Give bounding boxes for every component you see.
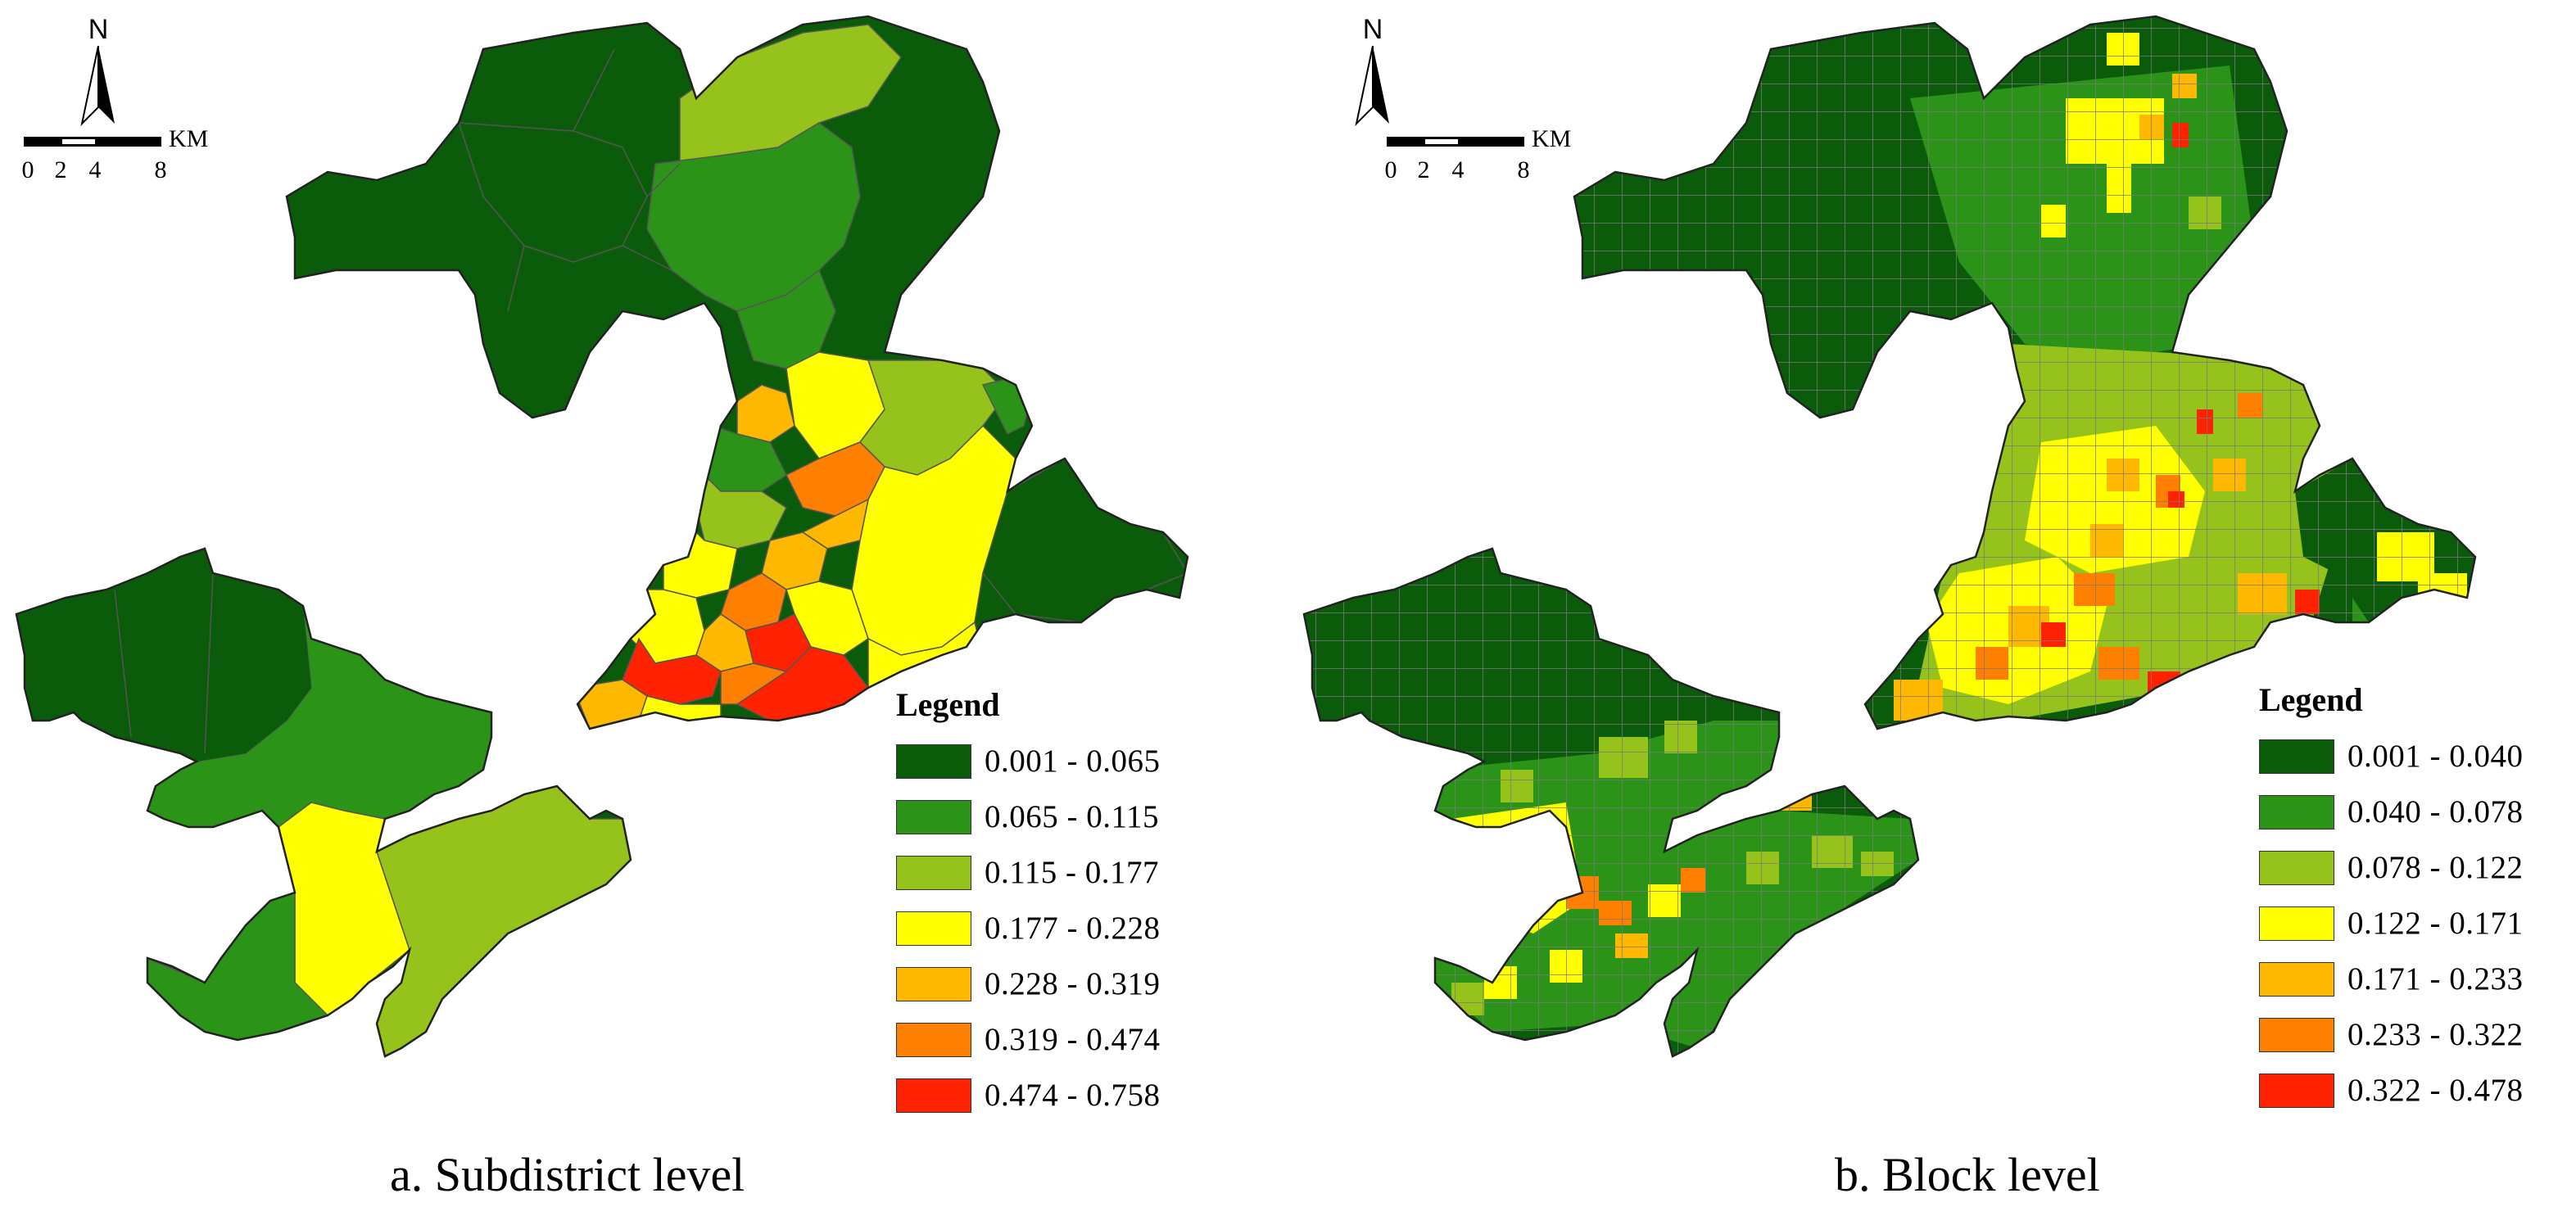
legend-title: Legend (896, 686, 1000, 723)
legend-item: 0.115 - 0.177 (896, 845, 1161, 901)
map-panel-block: N KM 0 2 4 8 Legend 0.001 - 0.040 0.040 … (1288, 0, 2575, 1225)
legend-swatch (896, 967, 971, 1001)
legend-label: 0.040 - 0.078 (2347, 794, 2524, 829)
legend-item: 0.078 - 0.122 (2259, 840, 2524, 896)
legend-swatch (2259, 1074, 2334, 1108)
north-arrow: N (1348, 15, 1397, 129)
scale-unit: KM (1532, 125, 1572, 152)
legend-swatch (896, 911, 971, 946)
choropleth-map-subdistrict (15, 15, 1189, 1058)
legend-item: 0.001 - 0.065 (896, 734, 1161, 789)
legend-label: 0.065 - 0.115 (985, 799, 1160, 834)
legend-swatch (2259, 906, 2334, 941)
scale-tick: 2 (54, 156, 67, 183)
scale-tick: 0 (21, 156, 34, 183)
scale-bar-icon (1387, 137, 1524, 147)
legend-swatch (2259, 851, 2334, 885)
map-caption: a. Subdistrict level (390, 1148, 745, 1201)
legend-swatch (2259, 1018, 2334, 1052)
north-arrow-icon (1355, 46, 1389, 127)
legend-swatch (2259, 739, 2334, 774)
legend-label: 0.115 - 0.177 (985, 855, 1160, 890)
legend-label: 0.319 - 0.474 (985, 1022, 1161, 1057)
scale-tick: 4 (88, 156, 102, 183)
scale-bar-icon (24, 137, 161, 147)
legend-label: 0.233 - 0.322 (2347, 1017, 2524, 1052)
legend-swatch (896, 1078, 971, 1113)
legend-item: 0.177 - 0.228 (896, 901, 1161, 956)
legend-swatch (896, 744, 971, 779)
scale-unit: KM (169, 125, 209, 152)
scale-tick: 4 (1451, 156, 1465, 183)
legend-swatch (896, 856, 971, 890)
legend-swatch (2259, 795, 2334, 829)
north-label: N (88, 14, 109, 45)
legend-label: 0.228 - 0.319 (985, 966, 1161, 1001)
map-panel-subdistrict: N KM 0 2 4 8 Legend 0.001 - 0.065 0.065 … (15, 15, 1189, 1201)
legend-swatch (896, 800, 971, 834)
north-label: N (1362, 14, 1383, 45)
scale-tick: 2 (1417, 156, 1430, 183)
legend-label: 0.078 - 0.122 (2347, 850, 2524, 885)
legend-item: 0.001 - 0.040 (2259, 729, 2524, 784)
choropleth-map-block (1302, 15, 2477, 1058)
legend-label: 0.001 - 0.065 (985, 744, 1161, 779)
scale-tick: 0 (1384, 156, 1397, 183)
scale-bar: KM 0 2 4 8 (1384, 125, 1599, 184)
legend-item: 0.065 - 0.115 (896, 789, 1161, 845)
scale-bar: KM 0 2 4 8 (21, 125, 236, 184)
legend-item: 0.122 - 0.171 (2259, 896, 2524, 952)
legend-item: 0.228 - 0.319 (896, 956, 1161, 1012)
legend-item: 0.233 - 0.322 (2259, 1007, 2524, 1063)
north-arrow-icon (80, 46, 115, 127)
legend: Legend 0.001 - 0.065 0.065 - 0.115 0.115… (896, 686, 1161, 1123)
scale-tick: 8 (1517, 156, 1530, 183)
legend-title: Legend (2259, 681, 2363, 718)
legend-item: 0.319 - 0.474 (896, 1012, 1161, 1068)
legend: Legend 0.001 - 0.040 0.040 - 0.078 0.078… (2259, 681, 2524, 1119)
legend-item: 0.040 - 0.078 (2259, 784, 2524, 840)
scale-tick: 8 (154, 156, 167, 183)
north-arrow: N (74, 15, 123, 129)
legend-item: 0.474 - 0.758 (896, 1068, 1161, 1123)
legend-item: 0.322 - 0.478 (2259, 1063, 2524, 1119)
legend-label: 0.001 - 0.040 (2347, 739, 2524, 774)
legend-swatch (2259, 962, 2334, 997)
legend-label: 0.122 - 0.171 (2347, 906, 2524, 941)
legend-label: 0.177 - 0.228 (985, 911, 1161, 946)
legend-label: 0.171 - 0.233 (2347, 961, 2524, 997)
legend-label: 0.474 - 0.758 (985, 1078, 1161, 1113)
legend-swatch (896, 1023, 971, 1057)
legend-label: 0.322 - 0.478 (2347, 1073, 2524, 1108)
map-caption: b. Block level (1835, 1148, 2100, 1201)
legend-item: 0.171 - 0.233 (2259, 952, 2524, 1007)
